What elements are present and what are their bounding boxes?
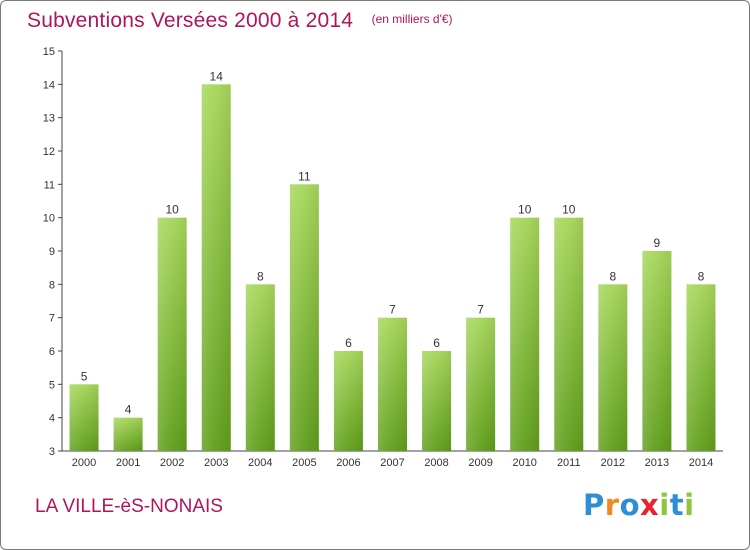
y-tick-label: 9 [49,246,55,258]
bars [69,84,716,452]
y-tick-label: 3 [49,446,55,458]
bar [289,184,319,452]
bar [245,284,275,451]
x-tick-label: 2009 [468,457,492,469]
x-tick-label: 2000 [72,457,96,469]
proxiti-logo: Proxiti [583,488,695,522]
x-tick-label: 2005 [292,457,316,469]
bar-shine [642,251,672,451]
bar [686,284,716,451]
y-tick-label: 13 [43,113,55,125]
bar [510,217,540,451]
data-label: 8 [257,269,264,283]
x-tick-label: 2002 [160,457,184,469]
logo-letter: r [604,488,620,522]
bar-shine [289,184,319,452]
y-tick-label: 14 [43,79,55,91]
bar-shine [69,384,99,451]
x-tick-label: 2010 [512,457,536,469]
logo-letter: i [659,488,670,522]
x-tick-label: 2014 [689,457,713,469]
data-label: 10 [562,203,576,217]
bar-shine [333,351,363,451]
data-label: 8 [698,269,705,283]
bar-shine [157,217,187,451]
data-label: 9 [654,236,661,250]
y-tick-label: 7 [49,313,55,325]
data-label: 7 [389,303,396,317]
bar [466,317,496,451]
y-tick-label: 10 [43,213,55,225]
x-tick-label: 2004 [248,457,272,469]
logo-letter: x [640,488,660,522]
x-tick-label: 2008 [424,457,448,469]
x-tick-label: 2012 [601,457,625,469]
chart-subtitle: (en milliers d'€) [371,12,453,26]
y-tick-label: 12 [43,146,55,158]
y-axis: 3 4 5 6 7 8 9 10 11 12 13 14 15 [43,46,63,458]
bar-shine [554,217,584,451]
logo-letter: t [669,488,685,522]
x-axis: 2000 2001 2002 2003 2004 2005 2006 2007 2008 2009… [62,450,723,469]
x-tick-label: 2007 [380,457,404,469]
data-label: 7 [477,303,484,317]
bar-shine [466,317,496,451]
logo-letter: i [684,488,695,522]
data-label: 11 [298,169,311,183]
logo-letter: o [619,488,641,522]
bar [422,351,452,451]
y-tick-label: 6 [49,346,55,358]
logo-letter: P [583,488,605,522]
data-label: 4 [125,403,132,417]
bar-shine [113,417,143,451]
data-labels: 5 4 10 14 8 11 6 7 6 7 10 10 8 9 8 [81,69,705,416]
y-tick-label: 4 [49,413,55,425]
bar-shine [422,351,452,451]
bar-shine [598,284,628,451]
title-row: Subventions Versées 2000 à 2014 (en mill… [27,9,453,33]
data-label: 5 [81,369,88,383]
data-label: 8 [609,269,616,283]
bar-shine [686,284,716,451]
bar [554,217,584,451]
chart-title: Subventions Versées 2000 à 2014 [27,9,354,32]
data-label: 10 [165,203,179,217]
bar-shine [201,84,231,451]
bar [201,84,231,451]
bar [69,384,99,451]
bar [157,217,187,451]
y-tick-label: 11 [44,179,55,191]
x-tick-label: 2011 [557,457,581,469]
bar-shine [378,317,407,451]
y-tick-label: 15 [43,46,55,58]
bar [333,351,363,451]
bar [642,251,672,451]
town-name: LA VILLE-èS-NONAIS [35,496,223,517]
x-tick-label: 2001 [116,457,140,469]
x-tick-label: 2003 [204,457,228,469]
data-label: 10 [518,203,532,217]
y-tick-label: 8 [49,279,55,291]
bar-shine [510,217,540,451]
data-label: 6 [345,336,352,350]
bar-shine [245,284,275,451]
data-label: 14 [210,69,224,83]
x-tick-label: 2013 [645,457,669,469]
bar [378,317,407,451]
x-tick-label: 2006 [336,457,360,469]
data-label: 6 [433,336,440,350]
bar [113,417,143,451]
bar [598,284,628,451]
y-tick-label: 5 [49,379,55,391]
